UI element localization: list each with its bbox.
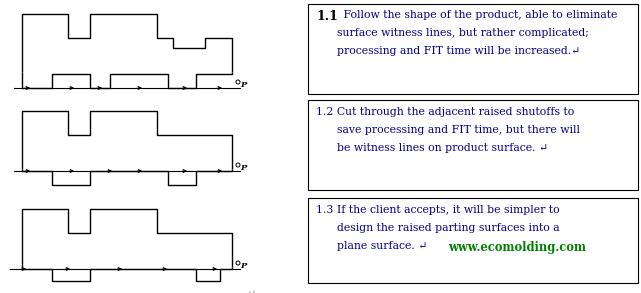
Text: www.ecomolding.com: www.ecomolding.com xyxy=(448,241,586,254)
Text: 1.3 If the client accepts, it will be simpler to: 1.3 If the client accepts, it will be si… xyxy=(316,205,560,215)
Text: be witness lines on product surface. ↵: be witness lines on product surface. ↵ xyxy=(316,143,548,153)
Text: P: P xyxy=(240,262,246,270)
Bar xyxy=(308,198,638,283)
Text: P: P xyxy=(240,164,246,172)
Text: ↵: ↵ xyxy=(248,289,256,293)
Text: design the raised parting surfaces into a: design the raised parting surfaces into … xyxy=(316,223,560,233)
Bar xyxy=(308,100,638,190)
Text: 1.1: 1.1 xyxy=(316,10,338,23)
Text: save processing and FIT time, but there will: save processing and FIT time, but there … xyxy=(316,125,580,135)
Text: surface witness lines, but rather complicated;: surface witness lines, but rather compli… xyxy=(316,28,589,38)
Text: plane surface. ↵: plane surface. ↵ xyxy=(316,241,428,251)
Bar xyxy=(308,4,638,94)
Text: processing and FIT time will be increased.↵: processing and FIT time will be increase… xyxy=(316,46,580,56)
Text: 1.2 Cut through the adjacent raised shutoffs to: 1.2 Cut through the adjacent raised shut… xyxy=(316,107,574,117)
Text: Follow the shape of the product, able to eliminate: Follow the shape of the product, able to… xyxy=(340,10,617,20)
Text: P: P xyxy=(240,81,246,89)
